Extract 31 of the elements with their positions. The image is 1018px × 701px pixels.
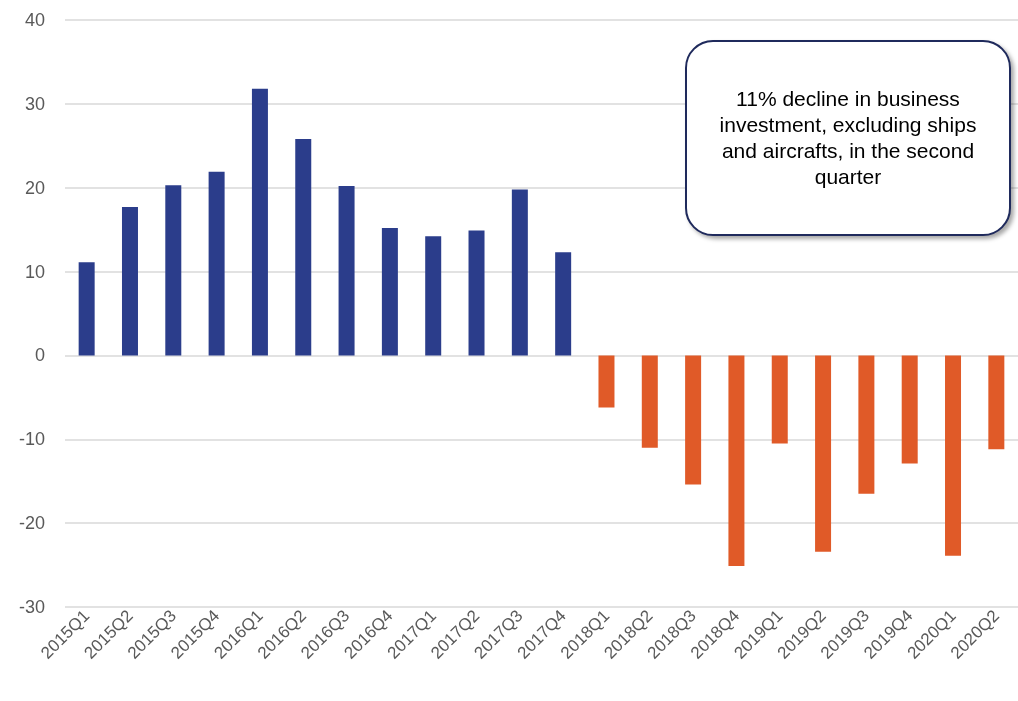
bar xyxy=(858,355,875,494)
y-tick-label: -20 xyxy=(18,513,45,534)
callout-box: 11% decline in business investment, excluding ships and aircrafts, in the second quarter xyxy=(685,40,1011,236)
bar xyxy=(381,227,398,356)
bar xyxy=(641,355,658,448)
bar xyxy=(295,139,312,356)
bar xyxy=(208,171,225,356)
bar xyxy=(901,355,918,464)
y-tick-label: 30 xyxy=(24,93,45,114)
y-tick-label: 0 xyxy=(34,345,45,366)
bar xyxy=(511,189,528,356)
bar xyxy=(251,88,268,356)
bar xyxy=(555,252,572,356)
y-tick-label: -30 xyxy=(18,597,45,617)
bar xyxy=(815,355,832,552)
y-tick-label: 20 xyxy=(24,177,45,198)
y-tick-label: 10 xyxy=(24,261,45,282)
y-tick-label: 40 xyxy=(24,10,45,30)
bar xyxy=(988,355,1005,450)
bar xyxy=(121,207,138,356)
bar xyxy=(771,355,788,444)
bar xyxy=(728,355,745,566)
bar xyxy=(468,230,485,356)
bar xyxy=(945,355,962,556)
bar xyxy=(685,355,702,485)
y-tick-label: -10 xyxy=(18,429,45,450)
bar xyxy=(165,185,182,356)
bar xyxy=(338,186,355,356)
bar xyxy=(78,262,95,356)
bar xyxy=(425,236,442,356)
bar xyxy=(598,355,615,408)
